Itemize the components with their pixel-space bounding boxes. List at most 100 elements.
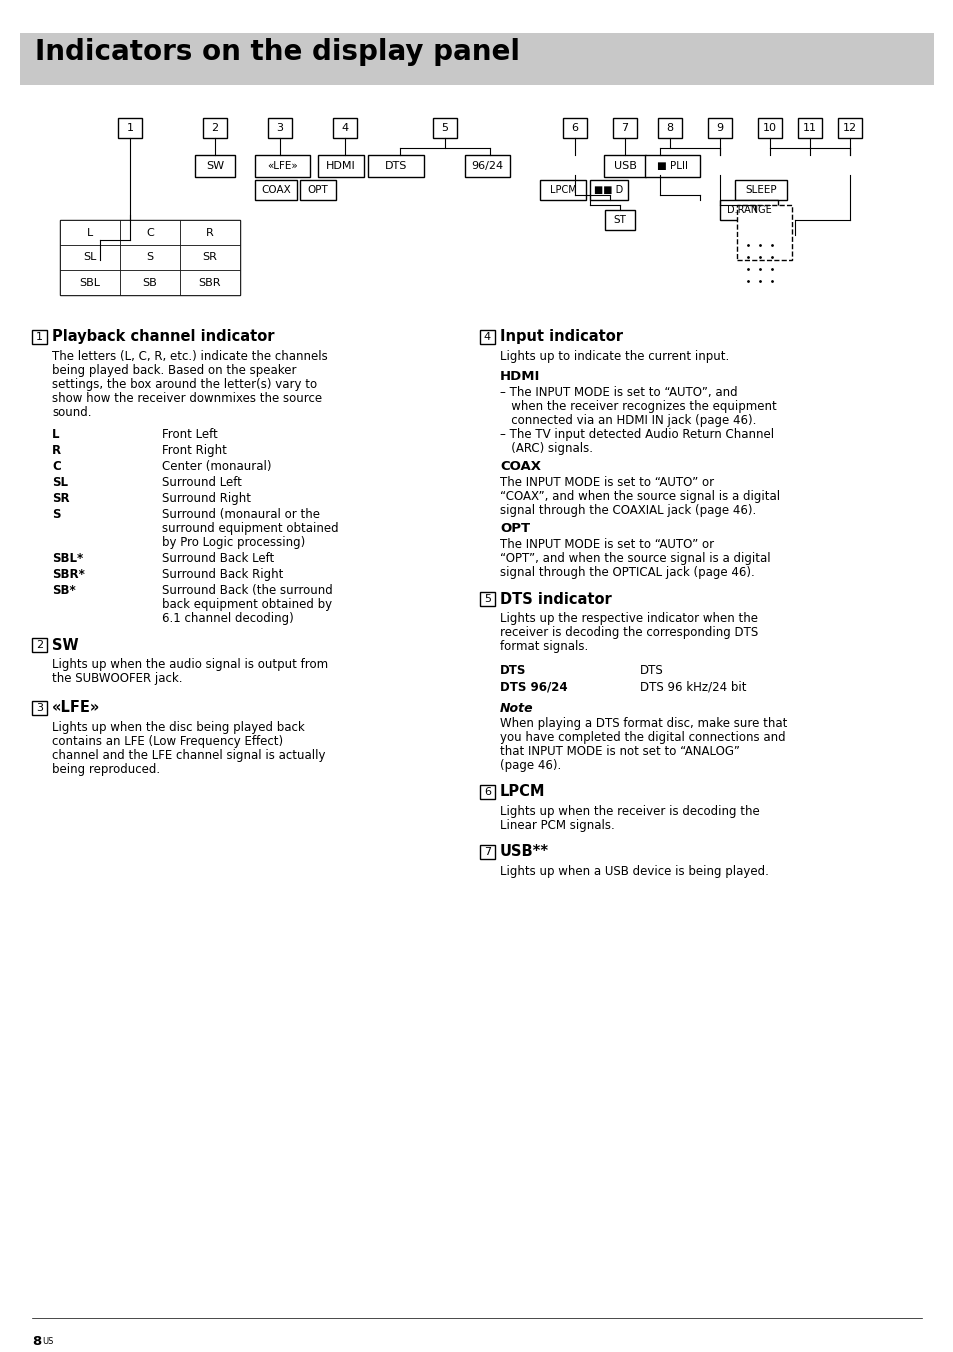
- Text: DTS 96 kHz/24 bit: DTS 96 kHz/24 bit: [639, 680, 745, 694]
- Text: 3: 3: [36, 703, 43, 713]
- Text: ■■ D: ■■ D: [594, 185, 623, 195]
- Bar: [254, 180, 296, 200]
- Text: contains an LFE (Low Frequency Effect): contains an LFE (Low Frequency Effect): [52, 735, 283, 748]
- Text: R: R: [52, 443, 61, 457]
- Text: “OPT”, and when the source signal is a digital: “OPT”, and when the source signal is a d…: [499, 552, 770, 565]
- Text: – The INPUT MODE is set to “AUTO”, and: – The INPUT MODE is set to “AUTO”, and: [499, 387, 737, 399]
- Text: back equipment obtained by: back equipment obtained by: [162, 598, 332, 611]
- Text: COAX: COAX: [499, 460, 540, 473]
- Text: “COAX”, and when the source signal is a digital: “COAX”, and when the source signal is a …: [499, 489, 780, 503]
- Text: SR: SR: [52, 492, 70, 506]
- Bar: [299, 180, 335, 200]
- Text: surround equipment obtained: surround equipment obtained: [162, 522, 338, 535]
- Text: USB: USB: [613, 161, 636, 170]
- Text: Surround Back (the surround: Surround Back (the surround: [162, 584, 333, 598]
- Text: S: S: [146, 253, 153, 262]
- Bar: [333, 118, 356, 138]
- Bar: [562, 118, 586, 138]
- Text: – The TV input detected Audio Return Channel: – The TV input detected Audio Return Cha…: [499, 429, 773, 441]
- Text: settings, the box around the letter(s) vary to: settings, the box around the letter(s) v…: [52, 379, 316, 391]
- Text: SBR: SBR: [198, 277, 221, 288]
- Text: 4: 4: [341, 123, 348, 132]
- Text: USB**: USB**: [499, 845, 549, 860]
- Text: connected via an HDMI IN jack (page 46).: connected via an HDMI IN jack (page 46).: [499, 414, 756, 427]
- Bar: [60, 220, 120, 245]
- Text: channel and the LFE channel signal is actually: channel and the LFE channel signal is ac…: [52, 749, 325, 763]
- Bar: [644, 155, 700, 177]
- Text: 96/24: 96/24: [471, 161, 503, 170]
- Text: 7: 7: [620, 123, 628, 132]
- Text: Lights up when the audio signal is output from: Lights up when the audio signal is outpu…: [52, 658, 328, 671]
- Text: 8: 8: [32, 1334, 41, 1348]
- Text: being reproduced.: being reproduced.: [52, 763, 160, 776]
- Text: 11: 11: [802, 123, 816, 132]
- Text: SW: SW: [52, 638, 78, 653]
- Text: being played back. Based on the speaker: being played back. Based on the speaker: [52, 364, 296, 377]
- Text: «LFE»: «LFE»: [52, 700, 100, 715]
- Text: When playing a DTS format disc, make sure that: When playing a DTS format disc, make sur…: [499, 717, 786, 730]
- Text: S: S: [52, 508, 60, 521]
- Text: SLEEP: SLEEP: [744, 185, 776, 195]
- Bar: [479, 592, 495, 606]
- Text: 7: 7: [483, 846, 491, 857]
- Bar: [613, 118, 637, 138]
- Text: 6.1 channel decoding): 6.1 channel decoding): [162, 612, 294, 625]
- Text: Linear PCM signals.: Linear PCM signals.: [499, 819, 614, 831]
- Text: Surround Back Right: Surround Back Right: [162, 568, 283, 581]
- Text: SBL*: SBL*: [52, 552, 83, 565]
- Bar: [479, 330, 495, 343]
- Bar: [203, 118, 227, 138]
- Text: SB*: SB*: [52, 584, 75, 598]
- Text: «LFE»: «LFE»: [267, 161, 297, 170]
- Text: Surround Right: Surround Right: [162, 492, 251, 506]
- Bar: [603, 155, 645, 177]
- Text: 5: 5: [483, 594, 491, 604]
- Bar: [120, 220, 180, 245]
- Bar: [20, 32, 933, 85]
- Bar: [180, 245, 240, 270]
- Bar: [737, 206, 791, 260]
- Text: ST: ST: [613, 215, 626, 224]
- Text: Lights up when a USB device is being played.: Lights up when a USB device is being pla…: [499, 865, 768, 877]
- Text: 9: 9: [716, 123, 722, 132]
- Text: SB: SB: [143, 277, 157, 288]
- Text: DTS: DTS: [384, 161, 407, 170]
- Text: by Pro Logic processing): by Pro Logic processing): [162, 535, 305, 549]
- Text: Playback channel indicator: Playback channel indicator: [52, 330, 274, 345]
- Text: 4: 4: [483, 333, 491, 342]
- Bar: [268, 118, 292, 138]
- Text: Indicators on the display panel: Indicators on the display panel: [35, 38, 519, 66]
- Text: HDMI: HDMI: [499, 370, 539, 383]
- Bar: [120, 270, 180, 295]
- Text: Surround Back Left: Surround Back Left: [162, 552, 274, 565]
- Text: 6: 6: [571, 123, 578, 132]
- Text: show how the receiver downmixes the source: show how the receiver downmixes the sour…: [52, 392, 322, 406]
- Text: SL: SL: [52, 476, 68, 489]
- Text: L: L: [87, 227, 93, 238]
- Text: Lights up the respective indicator when the: Lights up the respective indicator when …: [499, 612, 758, 625]
- Text: 12: 12: [842, 123, 856, 132]
- Bar: [180, 270, 240, 295]
- Bar: [32, 330, 47, 343]
- Bar: [254, 155, 310, 177]
- Text: SBR*: SBR*: [52, 568, 85, 581]
- Text: 2: 2: [36, 639, 43, 650]
- Text: The INPUT MODE is set to “AUTO” or: The INPUT MODE is set to “AUTO” or: [499, 538, 714, 552]
- Text: that INPUT MODE is not set to “ANALOG”: that INPUT MODE is not set to “ANALOG”: [499, 745, 740, 758]
- Bar: [658, 118, 681, 138]
- Text: LPCM: LPCM: [499, 784, 545, 799]
- Text: Input indicator: Input indicator: [499, 330, 622, 345]
- Text: C: C: [146, 227, 153, 238]
- Bar: [118, 118, 142, 138]
- Text: 6: 6: [483, 787, 491, 796]
- Text: 2: 2: [212, 123, 218, 132]
- Text: Note: Note: [499, 702, 533, 715]
- Bar: [464, 155, 510, 177]
- Text: sound.: sound.: [52, 406, 91, 419]
- Bar: [368, 155, 423, 177]
- Bar: [837, 118, 862, 138]
- Text: Center (monaural): Center (monaural): [162, 460, 272, 473]
- Bar: [589, 180, 627, 200]
- Text: Surround Left: Surround Left: [162, 476, 242, 489]
- Text: L: L: [52, 429, 59, 441]
